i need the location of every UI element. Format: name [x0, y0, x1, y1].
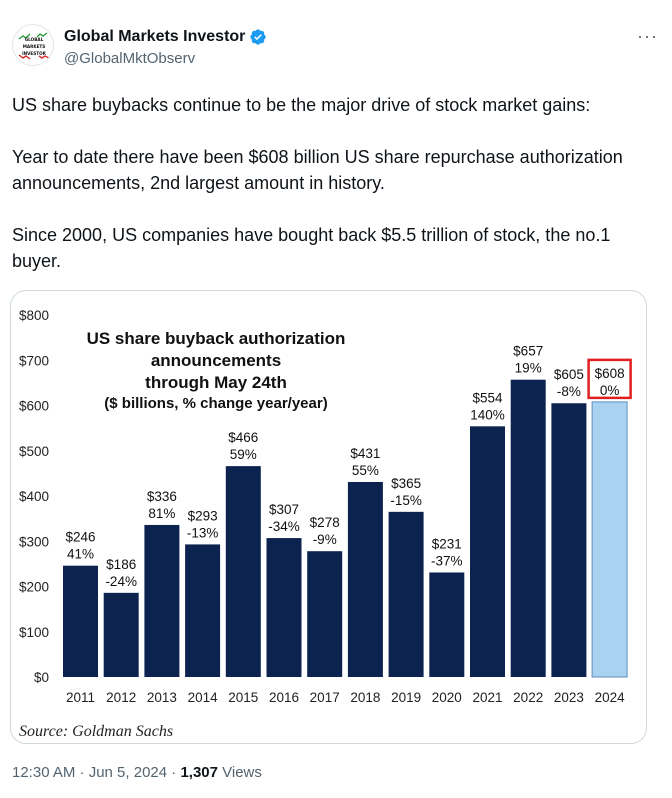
- x-tick-label: 2012: [106, 690, 136, 705]
- bar-change-label: 81%: [148, 506, 175, 521]
- bar-2011: [63, 565, 98, 677]
- verified-badge-icon: [250, 29, 267, 45]
- bar-2019: [388, 511, 424, 677]
- bar-change-label: -8%: [557, 384, 581, 399]
- x-tick-label: 2022: [513, 690, 543, 705]
- bar-change-label: -24%: [105, 574, 137, 589]
- avatar-text-3: INVESTOR: [22, 51, 47, 56]
- y-tick-label: $300: [19, 534, 49, 549]
- bar-change-label: -9%: [313, 532, 337, 547]
- x-tick-label: 2014: [188, 690, 219, 705]
- bar-change-label: 0%: [600, 383, 620, 398]
- more-options-button[interactable]: ···: [637, 26, 658, 46]
- x-tick-label: 2011: [66, 690, 95, 705]
- bar-value-label: $431: [350, 446, 380, 461]
- y-tick-label: $600: [19, 399, 49, 414]
- x-tick-label: 2018: [350, 690, 380, 705]
- x-tick-label: 2021: [472, 690, 502, 705]
- tweet-media-chart[interactable]: $0 $100 $200 $300 $400 $500 $600 $700 $800 $246 4…: [10, 290, 647, 744]
- bar-2013: [144, 524, 180, 677]
- bar-2023: [551, 403, 587, 677]
- tweet-paragraph-3: Since 2000, US companies have bought bac…: [12, 225, 611, 271]
- bar-change-label: 19%: [515, 361, 542, 376]
- bar-change-label: -34%: [268, 519, 300, 534]
- bar-value-label: $554: [472, 390, 503, 405]
- avatar-text-2: MARKETS: [23, 44, 46, 49]
- bar-2014: [185, 544, 221, 677]
- bar-2016: [266, 538, 302, 677]
- tweet-body: US share buybacks continue to be the maj…: [12, 92, 656, 274]
- bar-change-label: 140%: [470, 407, 505, 422]
- bar-change-label: 55%: [352, 463, 379, 478]
- x-tick-label: 2017: [310, 690, 340, 705]
- tweet-meta: 12:30 AM · Jun 5, 2024 · 1,307 Views: [12, 764, 262, 781]
- x-tick-label: 2023: [554, 690, 584, 705]
- bar-value-label: $365: [391, 476, 421, 491]
- bar-value-label: $186: [106, 557, 136, 572]
- bar-2018: [347, 481, 383, 677]
- chart-source: Source: Goldman Sachs: [19, 723, 173, 740]
- globe-logo-icon: GLOBAL MARKETS INVESTOR: [18, 32, 50, 60]
- bar-value-label: $278: [310, 515, 340, 530]
- x-tick-label: 2015: [228, 690, 258, 705]
- chart-title-line-3: through May 24th: [145, 373, 287, 392]
- author-name-text[interactable]: Global Markets Investor: [64, 28, 246, 45]
- tweet-paragraph-1: US share buybacks continue to be the maj…: [12, 95, 591, 115]
- x-tick-label: 2019: [391, 690, 421, 705]
- x-tick-label: 2016: [269, 690, 299, 705]
- y-tick-label: $800: [19, 308, 49, 323]
- bar-value-label: $608: [595, 366, 625, 381]
- y-tick-label: $200: [19, 580, 49, 595]
- bar-change-label: 41%: [67, 547, 94, 562]
- bar-2021: [470, 426, 505, 677]
- bar-value-label: $336: [147, 489, 177, 504]
- tweet-header: GLOBAL MARKETS INVESTOR Global Markets I…: [12, 18, 660, 70]
- y-tick-label: $700: [19, 353, 49, 368]
- avatar-text-1: GLOBAL: [25, 37, 44, 42]
- x-tick-label: 2024: [595, 690, 626, 705]
- bar-value-label: $657: [513, 344, 543, 359]
- bar-2017: [307, 551, 343, 677]
- bar-value-label: $231: [432, 536, 462, 551]
- author-avatar[interactable]: GLOBAL MARKETS INVESTOR: [12, 24, 54, 66]
- bar-2012: [103, 592, 139, 677]
- chart-title-line-1: US share buyback authorization: [87, 329, 346, 348]
- bar-change-label: -37%: [431, 553, 463, 568]
- bar-2022: [510, 379, 546, 677]
- x-tick-label: 2020: [432, 690, 462, 705]
- y-tick-label: $500: [19, 444, 49, 459]
- buyback-bar-chart: $0 $100 $200 $300 $400 $500 $600 $700 $800 $246 4…: [19, 308, 632, 740]
- views-label: Views: [217, 764, 262, 781]
- bar-value-label: $466: [228, 430, 258, 445]
- views-count: 1,307: [180, 764, 218, 781]
- chart-title-line-2: announcements: [151, 351, 281, 370]
- highlight-box: [587, 358, 632, 400]
- author-handle[interactable]: @GlobalMktObserv: [64, 50, 196, 67]
- bar-value-label: $605: [554, 367, 584, 382]
- author-name[interactable]: Global Markets Investor: [64, 28, 267, 46]
- bar-2024: [591, 401, 628, 678]
- tweet-paragraph-2: Year to date there have been $608 billio…: [12, 147, 623, 193]
- bar-2015: [225, 466, 261, 677]
- x-tick-label: 2013: [147, 690, 177, 705]
- bar-2020: [429, 572, 465, 677]
- bar-value-label: $307: [269, 502, 299, 517]
- bar-value-label: $246: [65, 530, 95, 545]
- chart-title-line-4: ($ billions, % change year/year): [104, 395, 327, 412]
- tweet-timestamp[interactable]: 12:30 AM · Jun 5, 2024 ·: [12, 764, 181, 781]
- bar-change-label: 59%: [230, 447, 257, 462]
- bar-change-label: -13%: [187, 525, 219, 540]
- y-tick-label: $400: [19, 489, 49, 504]
- bar-change-label: -15%: [390, 493, 422, 508]
- y-tick-label: $0: [34, 670, 49, 685]
- y-tick-label: $100: [19, 625, 49, 640]
- bar-value-label: $293: [188, 508, 218, 523]
